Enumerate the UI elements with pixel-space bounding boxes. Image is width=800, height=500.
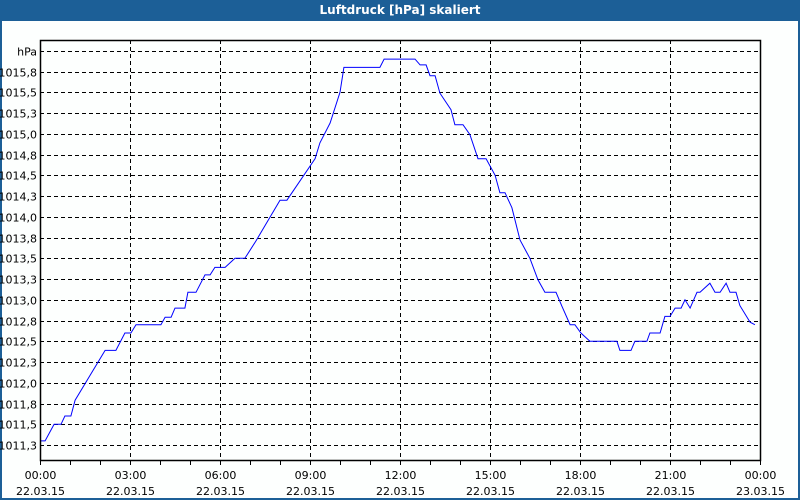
y-tick-label: 1012,0 bbox=[0, 378, 37, 391]
y-tick-label: 1015,3 bbox=[0, 108, 37, 121]
x-tick-date: 22.03.15 bbox=[556, 485, 605, 498]
x-tick-date: 22.03.15 bbox=[376, 485, 425, 498]
x-tick-time: 09:00 bbox=[295, 469, 327, 482]
x-tick-date: 22.03.15 bbox=[16, 485, 65, 498]
y-tick-label: 1011,3 bbox=[0, 440, 37, 453]
pressure-series-line bbox=[40, 58, 756, 442]
y-tick-label: 1013,0 bbox=[0, 295, 37, 308]
y-tick-label: 1012,3 bbox=[0, 357, 37, 370]
x-tick-date: 22.03.15 bbox=[106, 485, 155, 498]
x-tick-time: 03:00 bbox=[115, 469, 147, 482]
y-tick-label: 1014,3 bbox=[0, 191, 37, 204]
y-axis-labels: 1011,3 1011,5 1011,8 1012,0 1012,3 1012,5 1012… bbox=[0, 46, 37, 453]
y-tick-label: 1012,5 bbox=[0, 336, 37, 349]
x-tick-date: 22.03.15 bbox=[196, 485, 245, 498]
x-tick-date: 22.03.15 bbox=[286, 485, 335, 498]
x-tick-time: 18:00 bbox=[565, 469, 597, 482]
y-tick-label: 1014,5 bbox=[0, 170, 37, 183]
y-tick-label: 1015,0 bbox=[0, 129, 37, 142]
y-tick-label: 1013,8 bbox=[0, 233, 37, 246]
y-tick-label: 1011,5 bbox=[0, 419, 37, 432]
y-tick-label: 1015,8 bbox=[0, 67, 37, 80]
x-tick-time: 00:00 bbox=[25, 469, 57, 482]
x-tick-time: 12:00 bbox=[385, 469, 417, 482]
x-axis-labels: 00:00 22.03.15 03:00 22.03.15 06:00 22.03.15 0… bbox=[16, 469, 785, 498]
x-tick-date: 23.03.15 bbox=[736, 485, 785, 498]
y-tick-label: 1013,3 bbox=[0, 274, 37, 287]
y-tick-label: 1014,0 bbox=[0, 212, 37, 225]
y-tick-label: hPa bbox=[17, 46, 37, 59]
window-title: Luftdruck [hPa] skaliert bbox=[0, 0, 800, 21]
x-tick-time: 21:00 bbox=[655, 469, 687, 482]
x-tick-date: 22.03.15 bbox=[466, 485, 515, 498]
x-tick-time: 00:00 bbox=[745, 469, 777, 482]
y-tick-label: 1012,8 bbox=[0, 316, 37, 329]
grid bbox=[40, 40, 761, 465]
y-tick-label: 1013,5 bbox=[0, 253, 37, 266]
plot-frame bbox=[39, 39, 762, 462]
y-tick-label: 1011,8 bbox=[0, 399, 37, 412]
x-tick-time: 15:00 bbox=[475, 469, 507, 482]
x-tick-date: 22.03.15 bbox=[646, 485, 695, 498]
y-tick-label: 1014,8 bbox=[0, 150, 37, 163]
x-tick-time: 06:00 bbox=[205, 469, 237, 482]
y-tick-label: 1015,5 bbox=[0, 87, 37, 100]
